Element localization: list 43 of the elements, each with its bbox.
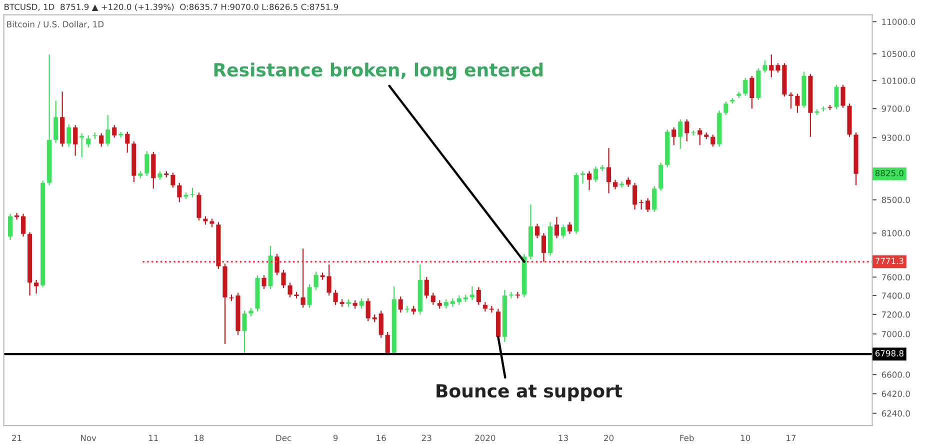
y-tick-label: 8500.0 (882, 196, 910, 204)
x-tick-label: 18 (194, 434, 204, 442)
annotation: Bounce at support (436, 384, 622, 402)
x-tick-label: Feb (680, 434, 694, 442)
y-tick-label: 6420.0 (882, 390, 910, 397)
annotation: 8825.0 (875, 170, 904, 176)
candlestick (190, 187, 195, 198)
x-tick-label: 20 (604, 434, 614, 442)
ref-line-label: 6798.8 (875, 350, 904, 356)
candlestick (281, 269, 286, 289)
y-tick-label: 7200.0 (882, 311, 910, 318)
annotation: Resistance broken, long entered (214, 62, 543, 80)
x-tick-label: 10 (741, 434, 750, 442)
y-tick-label: 9700.0 (882, 106, 910, 112)
y-tick-label: 7600.0 (882, 274, 910, 280)
ref-line-label: 7771.3 (876, 258, 904, 264)
candlestick (736, 91, 742, 98)
x-tick-label: 11 (149, 434, 158, 441)
x-tick-label: 17 (786, 434, 796, 441)
x-tick-label: 23 (422, 434, 432, 442)
text: Bitcoin / U.S. Dollar, 1D (7, 20, 104, 28)
candlestick (294, 291, 299, 299)
candlestick (821, 106, 826, 112)
x-tick-label: Dec (276, 434, 292, 442)
x-tick-label: 2020 (475, 434, 496, 442)
y-tick-label: 8100.0 (882, 230, 910, 236)
x-tick-label: 9 (333, 434, 338, 442)
chart-title: BTCUSD, 1D 8751.9 ▲ +120.0 (+1.39%) O:8635.7 H:9070.0 L:8626.5 C:8751.9 (4, 4, 338, 12)
y-tick-label: 6600.0 (882, 372, 910, 378)
y-tick-label: 6240.0 (882, 410, 910, 417)
y-tick-label: 11000.0 (882, 18, 916, 25)
y-tick-label: 10500.0 (882, 50, 916, 58)
y-tick-label: 7400.0 (882, 292, 910, 299)
y-tick-label: 7000.0 (882, 330, 910, 338)
x-tick-label: 21 (12, 434, 22, 441)
y-tick-label: 9300.0 (882, 134, 910, 141)
y-tick-label: 10100.0 (882, 78, 916, 84)
x-tick-label: Nov (81, 434, 96, 442)
candlestick (828, 104, 832, 111)
x-tick-label: 16 (376, 434, 386, 442)
candlestick (210, 218, 214, 228)
x-tick-label: 13 (558, 434, 568, 442)
candlestick (639, 199, 644, 210)
